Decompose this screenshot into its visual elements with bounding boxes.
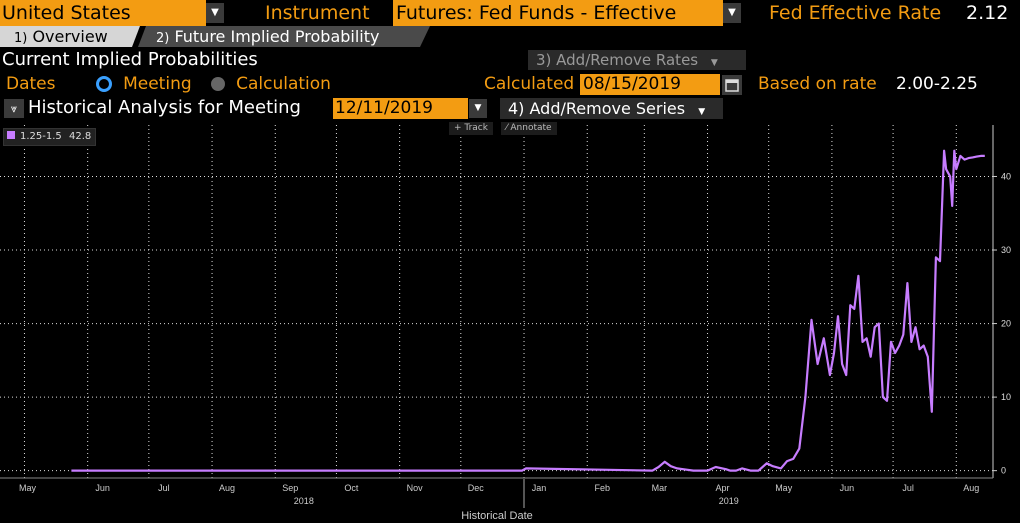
x-tick-label: Aug xyxy=(219,483,235,493)
y-tick-label: 40 xyxy=(1001,171,1011,181)
annotate-button[interactable]: ⁄ Annotate xyxy=(501,122,557,135)
dates-label: Dates xyxy=(6,74,56,94)
meeting-date-value: 12/11/2019 xyxy=(335,98,433,118)
x-tick-label: Jun xyxy=(840,483,855,493)
radio-selected-icon xyxy=(96,76,112,92)
series-line xyxy=(71,149,985,472)
chevron-down-icon: ▼ xyxy=(710,58,718,68)
y-tick-label: 10 xyxy=(1001,392,1011,402)
track-label: Track xyxy=(464,123,488,133)
x-tick-label: Feb xyxy=(594,483,610,493)
historical-title: Historical Analysis for Meeting xyxy=(28,97,301,118)
chevron-down-icon: ▼ xyxy=(211,7,219,18)
based-on-rate-label: Based on rate xyxy=(758,74,877,94)
tab-number: 2) xyxy=(156,31,170,46)
add-remove-rates-label: 3) Add/Remove Rates xyxy=(536,51,699,69)
x-axis-title: Historical Date xyxy=(461,510,533,522)
add-remove-series-label: 4) Add/Remove Series xyxy=(508,99,686,118)
meeting-date-select[interactable]: 12/11/2019 xyxy=(333,98,468,119)
x-tick-label: Oct xyxy=(344,483,359,493)
rate-value: 2.12 xyxy=(966,2,1009,24)
y-tick-label: 30 xyxy=(1001,245,1011,255)
calculated-date-input[interactable]: 08/15/2019 xyxy=(580,74,720,95)
meeting-label: Meeting xyxy=(123,74,192,94)
calculation-radio[interactable]: Calculation xyxy=(211,72,331,96)
meeting-date-dropdown-arrow[interactable]: ▼ xyxy=(469,99,487,118)
x-tick-label: Apr xyxy=(716,483,730,493)
tab-overview[interactable]: 1) Overview xyxy=(0,26,134,47)
double-chevron-down-icon: ⩔ xyxy=(10,102,18,115)
x-tick-label: Sep xyxy=(282,483,298,493)
annotate-label: Annotate xyxy=(510,123,552,133)
legend-series-name: 1.25-1.5 xyxy=(20,131,62,142)
top-header: United States ▼ Instrument Futures: Fed … xyxy=(0,0,1020,26)
historical-row: ⩔ Historical Analysis for Meeting 12/11/… xyxy=(0,96,1020,120)
instrument-select[interactable]: Futures: Fed Funds - Effective xyxy=(393,0,723,26)
legend-series-last-value: 42.8 xyxy=(68,131,92,142)
x-tick-label: Jul xyxy=(158,483,170,493)
year-label: 2018 xyxy=(294,496,314,506)
x-tick-label: May xyxy=(775,483,793,493)
calculation-label: Calculation xyxy=(236,74,331,94)
meeting-radio[interactable]: Meeting xyxy=(96,72,192,96)
rate-label: Fed Effective Rate xyxy=(769,2,942,24)
x-tick-label: Dec xyxy=(468,483,485,493)
instrument-label: Instrument xyxy=(265,2,370,24)
pencil-icon: ⁄ xyxy=(506,123,508,133)
chevron-down-icon: ▼ xyxy=(728,7,736,18)
tab-backgrounds xyxy=(0,26,430,47)
chart-legend: 1.25-1.5 42.8 xyxy=(3,128,97,146)
add-remove-series-button[interactable]: 4) Add/Remove Series ▼ xyxy=(500,98,723,119)
calculated-date-value: 08/15/2019 xyxy=(583,74,681,94)
tab-label: Future Implied Probability xyxy=(174,27,380,46)
x-tick-label: Nov xyxy=(407,483,424,493)
series-color-swatch xyxy=(7,131,15,139)
country-value: United States xyxy=(2,2,131,24)
tab-label: Overview xyxy=(32,27,108,46)
instrument-value: Futures: Fed Funds - Effective xyxy=(396,2,677,24)
track-button[interactable]: + Track xyxy=(449,122,493,135)
collapse-button[interactable]: ⩔ xyxy=(4,99,24,118)
country-select[interactable]: United States xyxy=(0,0,206,26)
section-title: Current Implied Probabilities xyxy=(2,49,258,70)
y-tick-label: 20 xyxy=(1001,319,1011,329)
radio-unselected-icon xyxy=(211,77,225,91)
section-header: Current Implied Probabilities 3) Add/Rem… xyxy=(0,48,1020,72)
country-dropdown-arrow[interactable]: ▼ xyxy=(206,3,224,23)
year-label: 2019 xyxy=(719,496,739,506)
crosshair-icon: + xyxy=(454,123,462,133)
dates-row: Dates Meeting Calculation Calculated 08/… xyxy=(0,72,1020,96)
tab-bar: 1) Overview 2) Future Implied Probabilit… xyxy=(0,26,1020,47)
x-tick-label: Aug xyxy=(963,483,979,493)
x-tick-label: Mar xyxy=(652,483,668,493)
chevron-down-icon: ▼ xyxy=(698,107,706,117)
instrument-dropdown-arrow[interactable]: ▼ xyxy=(723,3,741,23)
x-tick-label: Jun xyxy=(95,483,110,493)
x-tick-label: Jul xyxy=(902,483,914,493)
x-tick-label: May xyxy=(19,483,37,493)
chevron-down-icon: ▼ xyxy=(474,103,482,113)
y-tick-label: 0 xyxy=(1001,466,1006,476)
x-tick-label: Jan xyxy=(532,483,547,493)
tab-number: 1) xyxy=(14,31,28,46)
probability-chart[interactable]: May Jun Jul Aug Sep Oct Nov Dec Jan Feb Mar Apr May J… xyxy=(0,120,1020,523)
calendar-icon xyxy=(725,79,739,92)
tab-future-implied-probability[interactable]: 2) Future Implied Probability xyxy=(142,26,426,47)
add-remove-rates-button[interactable]: 3) Add/Remove Rates ▼ xyxy=(528,50,746,70)
calculated-label: Calculated xyxy=(484,74,575,94)
based-on-rate-value: 2.00-2.25 xyxy=(896,74,978,94)
calendar-button[interactable] xyxy=(722,75,742,95)
